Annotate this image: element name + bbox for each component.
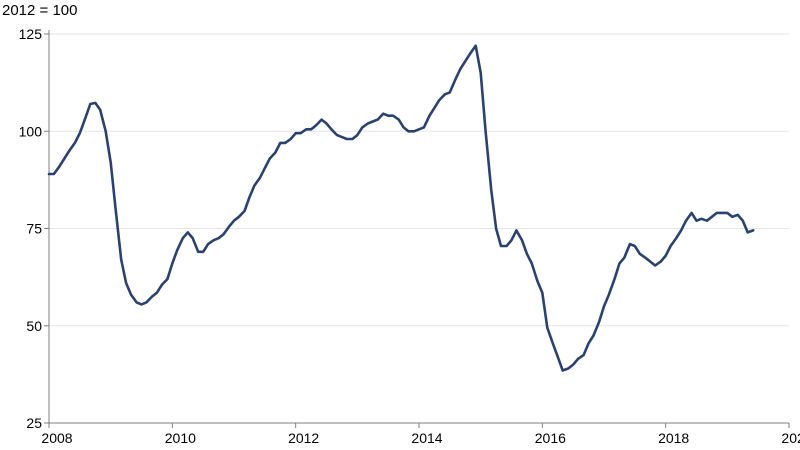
x-tick-label-2014: 2014 [411, 430, 442, 446]
series-line-0 [47, 44, 755, 372]
y-axis-unit-label: 2012 = 100 [2, 2, 78, 19]
x-tick-label-2016: 2016 [535, 430, 566, 446]
x-tick-label-2012: 2012 [288, 430, 319, 446]
y-tick-label-100: 100 [19, 123, 43, 139]
x-tick-label-2020: 2020 [781, 430, 800, 446]
y-tick-label-125: 125 [19, 26, 43, 42]
y-tick-label-75: 75 [26, 221, 42, 237]
y-tick-label-25: 25 [26, 415, 42, 431]
x-tick-label-2018: 2018 [658, 430, 689, 446]
x-tick-label-2010: 2010 [165, 430, 196, 446]
x-tick-label-2008: 2008 [41, 430, 72, 446]
y-tick-label-50: 50 [26, 318, 42, 334]
